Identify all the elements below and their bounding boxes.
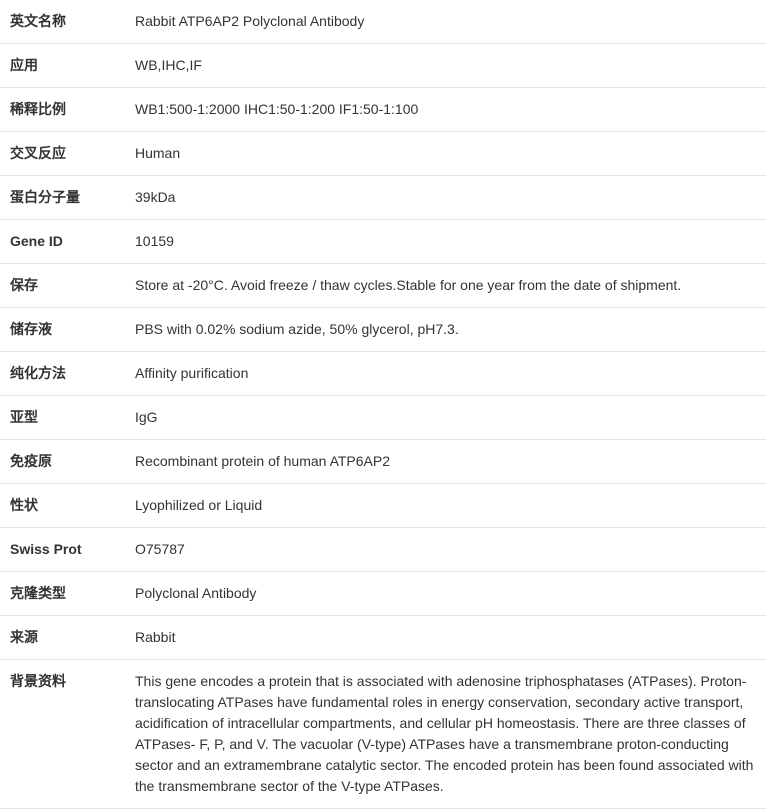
table-row: 纯化方法Affinity purification bbox=[0, 352, 766, 396]
spec-value: Affinity purification bbox=[125, 352, 766, 396]
spec-label: 储存液 bbox=[0, 308, 125, 352]
specification-table-body: 英文名称Rabbit ATP6AP2 Polyclonal Antibody应用… bbox=[0, 0, 766, 809]
spec-label: 性状 bbox=[0, 484, 125, 528]
spec-label: 稀释比例 bbox=[0, 88, 125, 132]
spec-value: Lyophilized or Liquid bbox=[125, 484, 766, 528]
spec-label: Swiss Prot bbox=[0, 528, 125, 572]
spec-label: 免疫原 bbox=[0, 440, 125, 484]
spec-value: WB1:500-1:2000 IHC1:50-1:200 IF1:50-1:10… bbox=[125, 88, 766, 132]
spec-label: 亚型 bbox=[0, 396, 125, 440]
spec-value: O75787 bbox=[125, 528, 766, 572]
table-row: Swiss ProtO75787 bbox=[0, 528, 766, 572]
spec-label: 保存 bbox=[0, 264, 125, 308]
table-row: 稀释比例WB1:500-1:2000 IHC1:50-1:200 IF1:50-… bbox=[0, 88, 766, 132]
spec-label: 英文名称 bbox=[0, 0, 125, 44]
spec-value: This gene encodes a protein that is asso… bbox=[125, 660, 766, 809]
specification-table: 英文名称Rabbit ATP6AP2 Polyclonal Antibody应用… bbox=[0, 0, 766, 809]
spec-label: 克隆类型 bbox=[0, 572, 125, 616]
spec-label: 交叉反应 bbox=[0, 132, 125, 176]
table-row: 克隆类型Polyclonal Antibody bbox=[0, 572, 766, 616]
spec-value: Store at -20°C. Avoid freeze / thaw cycl… bbox=[125, 264, 766, 308]
table-row: Gene ID10159 bbox=[0, 220, 766, 264]
spec-label: Gene ID bbox=[0, 220, 125, 264]
spec-label: 蛋白分子量 bbox=[0, 176, 125, 220]
table-row: 亚型IgG bbox=[0, 396, 766, 440]
spec-value: Recombinant protein of human ATP6AP2 bbox=[125, 440, 766, 484]
spec-label: 纯化方法 bbox=[0, 352, 125, 396]
spec-value: PBS with 0.02% sodium azide, 50% glycero… bbox=[125, 308, 766, 352]
spec-value: WB,IHC,IF bbox=[125, 44, 766, 88]
table-row: 背景资料This gene encodes a protein that is … bbox=[0, 660, 766, 809]
spec-value: 39kDa bbox=[125, 176, 766, 220]
spec-value: 10159 bbox=[125, 220, 766, 264]
table-row: 储存液PBS with 0.02% sodium azide, 50% glyc… bbox=[0, 308, 766, 352]
spec-label: 来源 bbox=[0, 616, 125, 660]
table-row: 保存Store at -20°C. Avoid freeze / thaw cy… bbox=[0, 264, 766, 308]
table-row: 英文名称Rabbit ATP6AP2 Polyclonal Antibody bbox=[0, 0, 766, 44]
spec-value: IgG bbox=[125, 396, 766, 440]
table-row: 来源Rabbit bbox=[0, 616, 766, 660]
spec-label: 应用 bbox=[0, 44, 125, 88]
spec-label: 背景资料 bbox=[0, 660, 125, 809]
spec-value: Human bbox=[125, 132, 766, 176]
table-row: 交叉反应Human bbox=[0, 132, 766, 176]
table-row: 免疫原Recombinant protein of human ATP6AP2 bbox=[0, 440, 766, 484]
table-row: 蛋白分子量39kDa bbox=[0, 176, 766, 220]
spec-value: Rabbit bbox=[125, 616, 766, 660]
table-row: 性状Lyophilized or Liquid bbox=[0, 484, 766, 528]
spec-value: Polyclonal Antibody bbox=[125, 572, 766, 616]
table-row: 应用WB,IHC,IF bbox=[0, 44, 766, 88]
spec-value: Rabbit ATP6AP2 Polyclonal Antibody bbox=[125, 0, 766, 44]
